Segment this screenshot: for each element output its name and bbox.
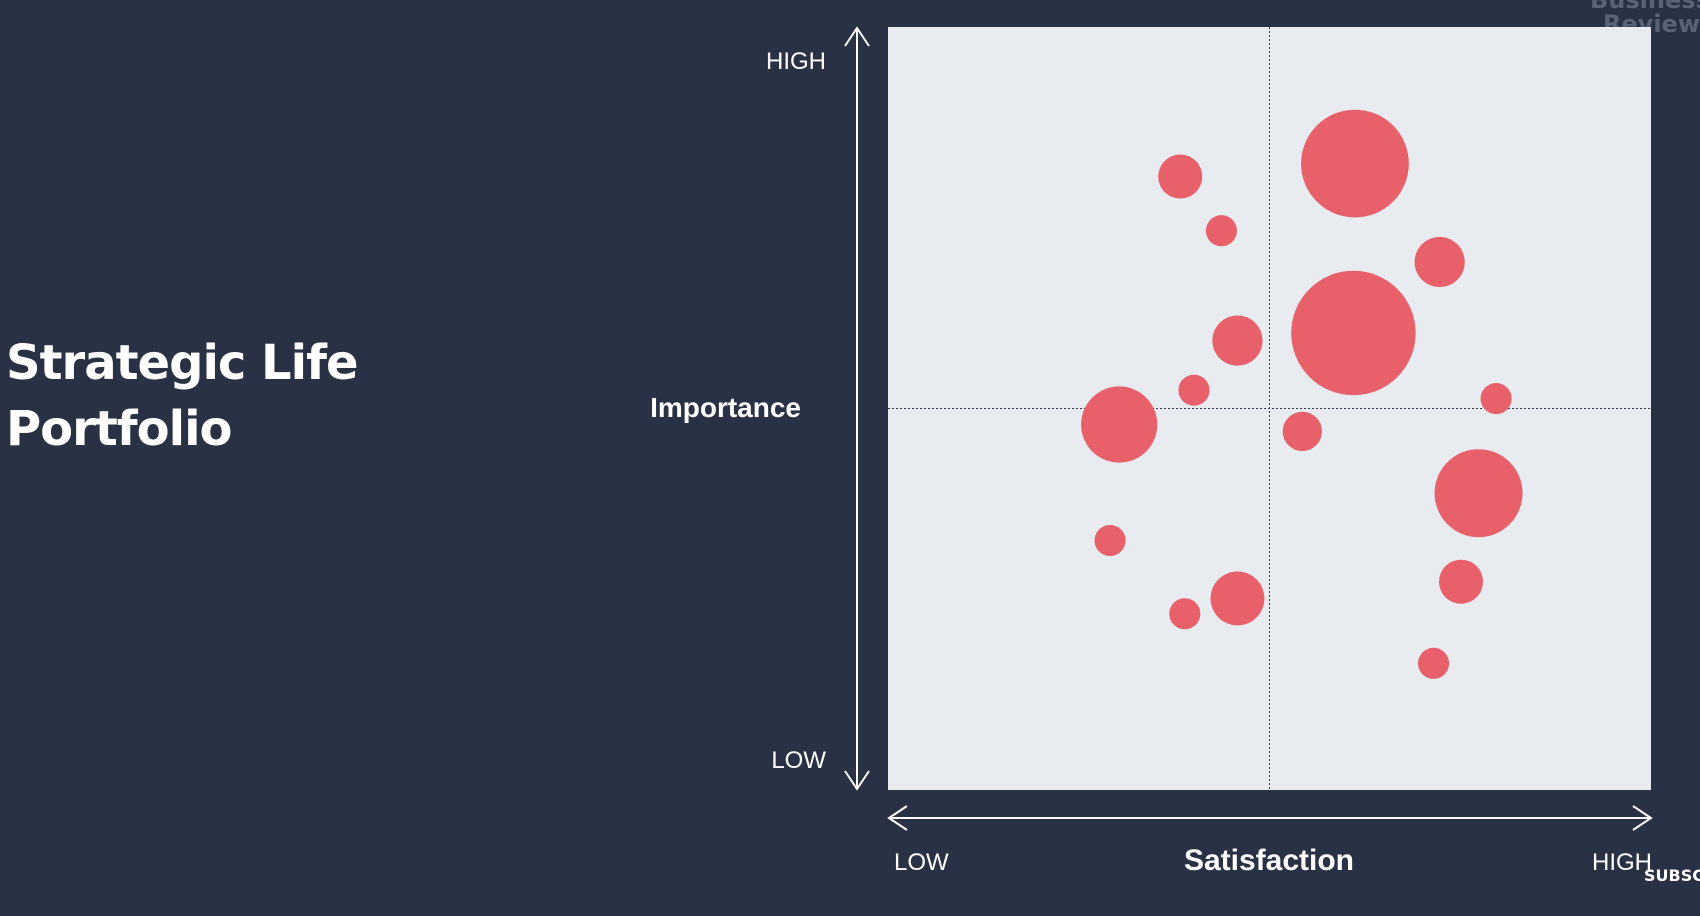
bubble-point-15 <box>1169 598 1201 630</box>
bubble-point-10 <box>1282 411 1322 452</box>
y-axis-low-label: LOW <box>771 747 826 774</box>
bubble-point-3 <box>1301 109 1409 218</box>
subscribe-watermark: SUBSCRIBE <box>1644 866 1700 885</box>
bubble-point-14 <box>1210 571 1265 626</box>
bubble-point-7 <box>1178 374 1210 406</box>
bubble-point-11 <box>1434 449 1523 538</box>
bubble-point-16 <box>1417 647 1450 679</box>
page-title: Strategic Life Portfolio <box>6 330 426 462</box>
x-axis-title: Satisfaction <box>1184 844 1354 877</box>
bubble-point-12 <box>1094 524 1126 557</box>
x-axis-low-label: LOW <box>894 849 949 876</box>
page-title-line-1: Strategic Life <box>6 335 359 391</box>
bubble-point-6 <box>1212 315 1263 366</box>
bubble-point-1 <box>1158 154 1203 199</box>
page-title-line-2: Portfolio <box>6 401 233 457</box>
x-axis-high-label: HIGH <box>1592 849 1652 876</box>
bubble-series <box>1081 109 1523 679</box>
brand-logo-line-1: Business <box>1590 0 1700 14</box>
bubble-point-2 <box>1205 215 1237 247</box>
bubble-point-5 <box>1291 270 1416 396</box>
y-axis-high-label: HIGH <box>766 48 826 75</box>
bubble-point-4 <box>1414 236 1465 288</box>
bubble-point-8 <box>1480 383 1512 415</box>
y-axis-arrow <box>844 26 870 791</box>
y-axis-title: Importance <box>650 392 801 423</box>
x-axis-arrow <box>887 805 1653 831</box>
bubble-point-9 <box>1081 386 1158 463</box>
bubble-point-13 <box>1439 559 1484 604</box>
